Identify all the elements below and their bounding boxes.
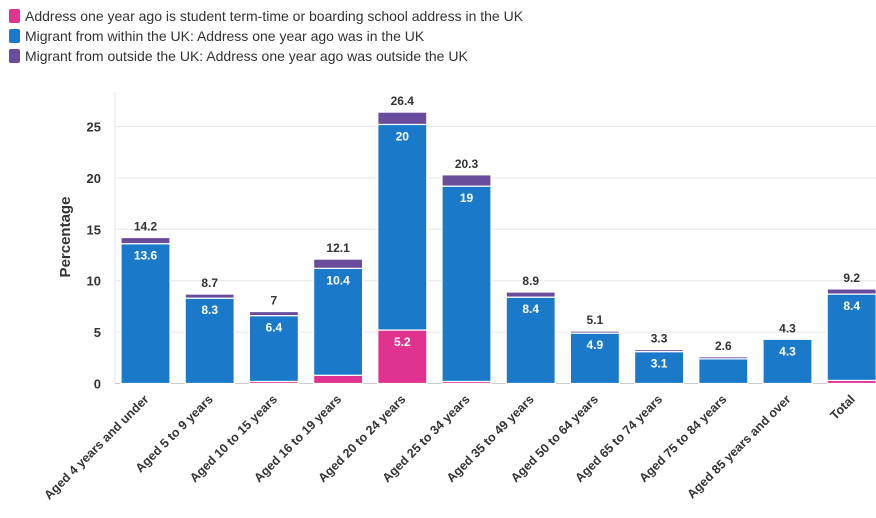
bar-segment-series-2[interactable] [569, 332, 621, 385]
y-tick-label: 20 [87, 171, 101, 186]
bar-group[interactable]: 4.9 5.1 [569, 313, 621, 385]
bar-group[interactable]: 5.2 20 26.4 [377, 94, 428, 385]
bar-value-label: 4.9 [587, 338, 604, 352]
x-tick-label: Aged 4 years and under [42, 392, 152, 502]
bar-value-label: 6.4 [266, 321, 283, 335]
bar-group[interactable]: 8.4 9.2 [826, 271, 876, 385]
x-tick-label: Total [827, 392, 857, 422]
bar-value-label: 8.4 [522, 302, 539, 316]
x-tick-label: Aged 85 years and over [684, 392, 793, 501]
bar-segment-series-3[interactable] [313, 258, 364, 269]
bar-value-label: 8.4 [843, 299, 860, 313]
bar-segment-series-3[interactable] [569, 330, 621, 334]
bar-segment-series-2[interactable] [120, 243, 171, 385]
bar-segment-series-3[interactable] [120, 236, 171, 245]
legend: Address one year ago is student term-tim… [9, 8, 524, 64]
bar-segment-series-3[interactable] [248, 310, 299, 317]
grid-lines [114, 92, 876, 384]
bar-value-label: 20 [396, 129, 410, 143]
bar-total-label: 9.2 [843, 271, 860, 285]
bar-segment-series-2[interactable] [633, 351, 685, 385]
bar-segment-series-2[interactable] [762, 338, 813, 385]
bar-total-label: 4.3 [779, 321, 796, 335]
bar-value-label: 3.1 [651, 357, 668, 371]
bar-segment-series-2[interactable] [248, 315, 299, 383]
legend-swatch-3[interactable] [9, 49, 20, 63]
bar-value-label: 13.6 [134, 249, 158, 263]
bar-segment-series-2[interactable] [698, 358, 749, 385]
bar-segment-series-3[interactable] [698, 356, 749, 360]
bar-group[interactable]: 6.47 [248, 294, 299, 385]
bars: 13.614.28.38.76.4710.412.15.22026.41920.… [120, 94, 876, 385]
bar-value-label: 19 [460, 191, 474, 205]
bar-segment-series-2[interactable] [441, 185, 492, 383]
bar-segment-series-3[interactable] [441, 174, 492, 187]
bar-value-label: 8.3 [201, 303, 218, 317]
bar-group[interactable]: 10.4 12.1 [313, 241, 364, 385]
bar-group[interactable]: 4.3 4.3 [762, 321, 813, 385]
y-tick-label: 10 [87, 274, 101, 289]
legend-label-3[interactable]: Migrant from outside the UK: Address one… [25, 48, 468, 64]
bar-segment-series-3[interactable] [633, 348, 685, 353]
bar-segment-series-2[interactable] [377, 123, 428, 331]
legend-label-2[interactable]: Migrant from within the UK: Address one … [25, 28, 425, 44]
bar-segment-series-2[interactable] [313, 267, 364, 376]
legend-swatch-1[interactable] [9, 9, 20, 23]
bar-group[interactable]: 19 20.3 [441, 157, 492, 385]
bar-group[interactable]: 8.3 8.7 [184, 276, 235, 385]
bar-segment-series-3[interactable] [826, 288, 876, 295]
bar-total-label: 8.9 [522, 274, 539, 288]
bar-segment-series-3[interactable] [505, 291, 556, 298]
bar-segment-series-2[interactable] [505, 296, 556, 385]
bar-total-label: 7 [271, 294, 278, 308]
bar-total-label: 3.3 [651, 332, 668, 346]
bar-segment-series-2[interactable] [184, 297, 235, 385]
y-tick-label: 5 [94, 325, 101, 340]
y-tick-label: 25 [87, 120, 101, 135]
bar-segment-series-1[interactable] [377, 329, 428, 385]
y-axis-title: Percentage [57, 197, 74, 278]
bar-group[interactable]: 8.4 8.9 [505, 274, 556, 385]
bar-total-label: 5.1 [587, 313, 604, 327]
y-axis-ticks: 0 5 10 15 20 25 [87, 120, 101, 392]
bar-total-label: 14.2 [134, 220, 158, 234]
legend-label-1[interactable]: Address one year ago is student term-tim… [25, 8, 524, 24]
bar-segment-series-1[interactable] [313, 374, 364, 385]
bar-segment-series-2[interactable] [826, 293, 876, 382]
bar-total-label: 12.1 [326, 241, 350, 255]
y-tick-label: 0 [94, 377, 101, 392]
bar-group[interactable]: 2.6 [698, 339, 749, 385]
bar-segment-series-3[interactable] [377, 111, 428, 126]
bar-total-label: 8.7 [201, 276, 218, 290]
bar-group[interactable]: 3.1 3.3 [633, 332, 685, 385]
bar-value-label: 4.3 [779, 344, 796, 358]
bar-total-label: 20.3 [455, 157, 479, 171]
bar-group[interactable]: 13.6 14.2 [120, 220, 171, 385]
bar-total-label: 26.4 [391, 94, 415, 108]
legend-swatch-2[interactable] [9, 29, 20, 43]
bar-segment-series-3[interactable] [184, 293, 235, 299]
y-tick-label: 15 [87, 222, 101, 237]
bar-value-label: 10.4 [326, 273, 350, 287]
bar-value-label: 5.2 [394, 335, 411, 349]
bar-total-label: 2.6 [715, 339, 732, 353]
